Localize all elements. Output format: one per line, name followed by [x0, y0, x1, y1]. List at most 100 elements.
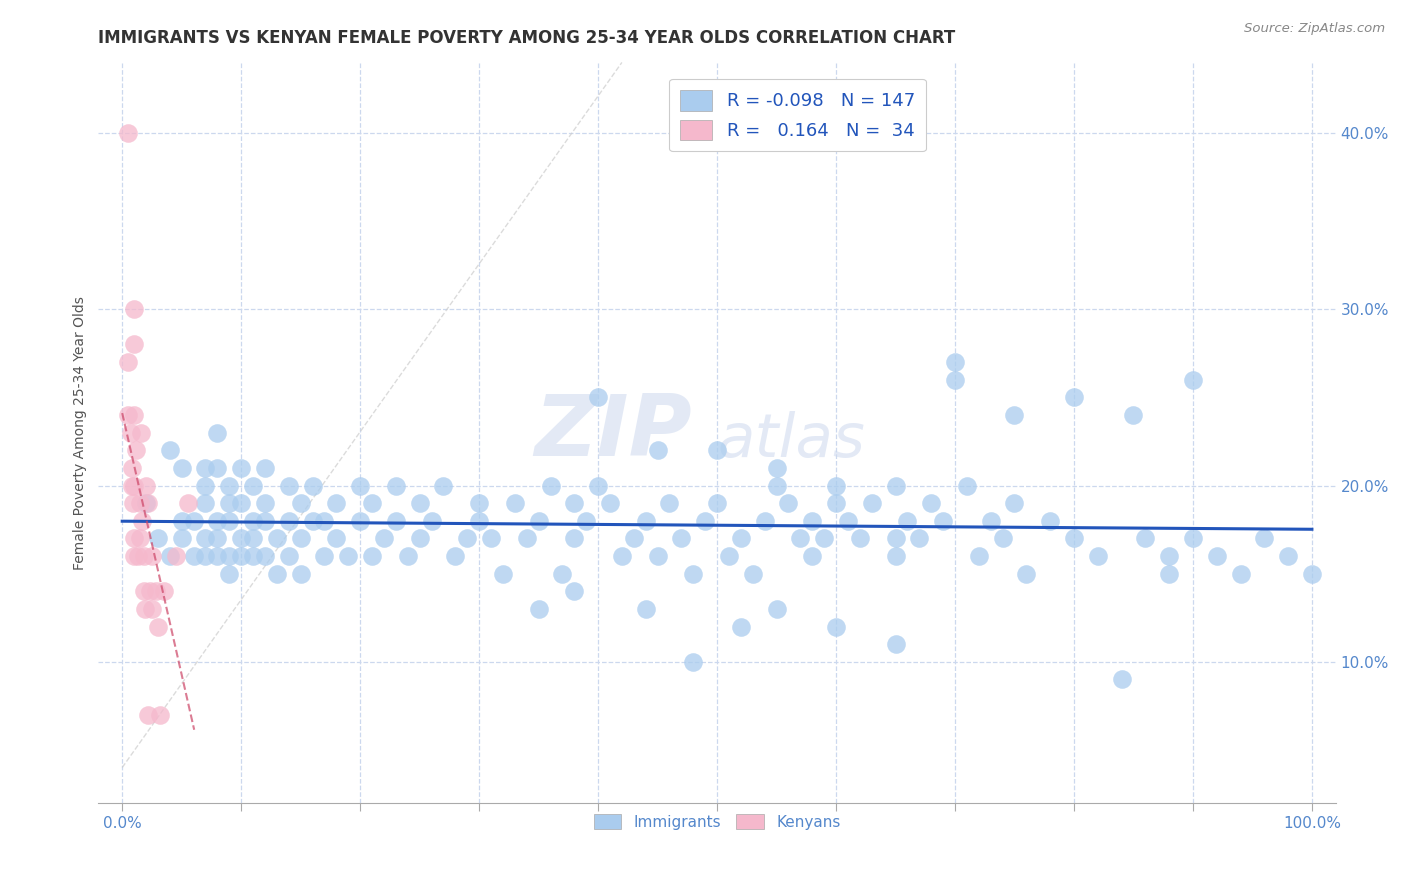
- Point: [1159, 549, 1181, 563]
- Point: [1301, 566, 1323, 581]
- Point: [132, 549, 155, 563]
- Point: [920, 496, 942, 510]
- Point: [117, 408, 139, 422]
- Point: [527, 514, 550, 528]
- Point: [575, 514, 598, 528]
- Point: [741, 566, 763, 581]
- Point: [385, 478, 408, 492]
- Point: [135, 478, 157, 492]
- Point: [121, 478, 143, 492]
- Point: [194, 478, 217, 492]
- Point: [682, 566, 704, 581]
- Point: [527, 602, 550, 616]
- Point: [468, 514, 491, 528]
- Point: [207, 461, 229, 475]
- Point: [314, 549, 336, 563]
- Text: IMMIGRANTS VS KENYAN FEMALE POVERTY AMONG 25-34 YEAR OLDS CORRELATION CHART: IMMIGRANTS VS KENYAN FEMALE POVERTY AMON…: [98, 29, 956, 47]
- Point: [1063, 390, 1085, 404]
- Point: [432, 478, 454, 492]
- Point: [242, 478, 264, 492]
- Point: [218, 514, 240, 528]
- Point: [146, 532, 169, 546]
- Point: [117, 355, 139, 369]
- Point: [801, 514, 824, 528]
- Point: [146, 619, 169, 633]
- Point: [1135, 532, 1157, 546]
- Point: [301, 514, 323, 528]
- Point: [1181, 532, 1204, 546]
- Point: [813, 532, 835, 546]
- Point: [623, 532, 645, 546]
- Point: [408, 496, 430, 510]
- Point: [183, 514, 205, 528]
- Point: [218, 478, 240, 492]
- Point: [1122, 408, 1144, 422]
- Point: [420, 514, 443, 528]
- Point: [562, 532, 585, 546]
- Point: [456, 532, 478, 546]
- Point: [765, 478, 787, 492]
- Point: [695, 514, 717, 528]
- Point: [194, 532, 217, 546]
- Point: [765, 461, 787, 475]
- Point: [408, 532, 430, 546]
- Point: [176, 496, 198, 510]
- Point: [170, 514, 193, 528]
- Point: [183, 549, 205, 563]
- Point: [122, 549, 145, 563]
- Point: [610, 549, 633, 563]
- Point: [943, 373, 966, 387]
- Point: [170, 461, 193, 475]
- Point: [159, 549, 181, 563]
- Point: [516, 532, 538, 546]
- Point: [1205, 549, 1227, 563]
- Point: [586, 390, 609, 404]
- Point: [290, 496, 312, 510]
- Point: [562, 584, 585, 599]
- Point: [349, 514, 371, 528]
- Point: [117, 126, 139, 140]
- Point: [1004, 408, 1026, 422]
- Point: [145, 584, 167, 599]
- Point: [980, 514, 1002, 528]
- Point: [121, 461, 143, 475]
- Point: [1087, 549, 1109, 563]
- Point: [122, 408, 145, 422]
- Point: [634, 602, 657, 616]
- Point: [218, 566, 240, 581]
- Point: [706, 443, 728, 458]
- Point: [129, 532, 152, 546]
- Point: [884, 637, 907, 651]
- Point: [849, 532, 872, 546]
- Point: [132, 584, 155, 599]
- Point: [754, 514, 776, 528]
- Point: [825, 496, 848, 510]
- Point: [671, 532, 693, 546]
- Point: [1039, 514, 1062, 528]
- Point: [337, 549, 360, 563]
- Point: [141, 549, 163, 563]
- Point: [789, 532, 811, 546]
- Point: [1111, 673, 1133, 687]
- Point: [1229, 566, 1251, 581]
- Point: [896, 514, 918, 528]
- Point: [120, 425, 142, 440]
- Point: [277, 514, 299, 528]
- Point: [730, 532, 752, 546]
- Point: [314, 514, 336, 528]
- Point: [647, 443, 669, 458]
- Point: [991, 532, 1014, 546]
- Point: [1004, 496, 1026, 510]
- Point: [277, 478, 299, 492]
- Point: [682, 655, 704, 669]
- Point: [778, 496, 800, 510]
- Point: [385, 514, 408, 528]
- Point: [242, 532, 264, 546]
- Point: [884, 532, 907, 546]
- Point: [801, 549, 824, 563]
- Point: [884, 549, 907, 563]
- Point: [129, 425, 152, 440]
- Point: [1277, 549, 1299, 563]
- Point: [122, 337, 145, 351]
- Point: [207, 532, 229, 546]
